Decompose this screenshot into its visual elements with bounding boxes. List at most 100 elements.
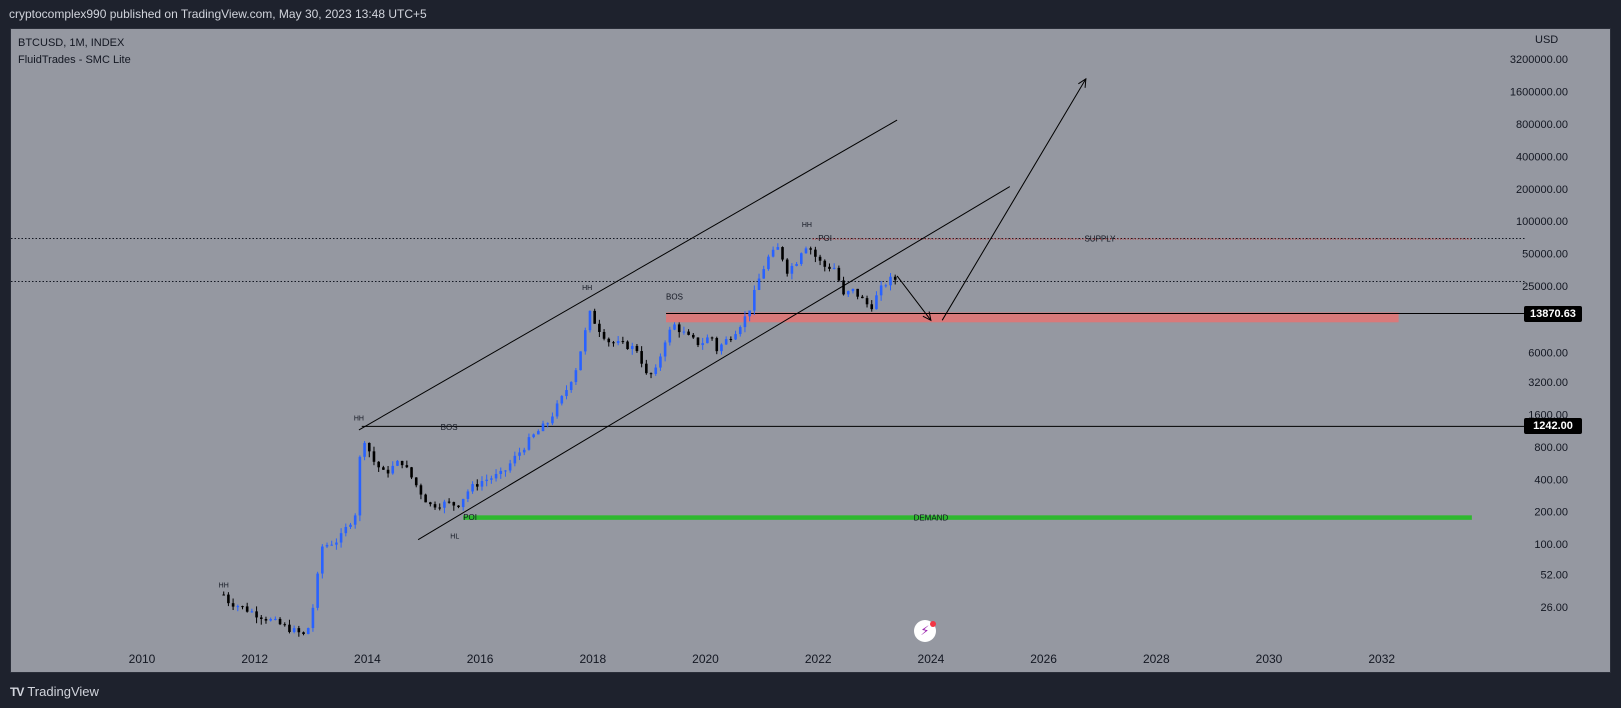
candle-body — [748, 310, 751, 317]
y-tick-label: 200.00 — [1534, 507, 1568, 519]
candle-body — [269, 619, 272, 621]
candle-body — [889, 276, 892, 286]
publish-header: cryptocomplex990 published on TradingVie… — [0, 0, 1621, 28]
candle-body — [410, 467, 413, 478]
candle-body — [598, 323, 601, 332]
candle-body — [555, 403, 559, 417]
candle-body — [518, 452, 521, 456]
x-tick-label: 2012 — [241, 652, 268, 666]
candle-body — [222, 594, 226, 596]
candle-body — [635, 345, 639, 352]
candle-body — [663, 342, 667, 357]
candle-body — [255, 611, 258, 618]
y-tick-label: 200000.00 — [1516, 184, 1568, 196]
candle-body — [565, 390, 568, 397]
annotation-poi: POI — [463, 513, 477, 522]
candle-body — [457, 505, 460, 508]
tradingview-logo[interactable]: TV TradingView — [10, 684, 99, 699]
channel-line-0[interactable] — [358, 119, 898, 431]
candle-body — [753, 289, 756, 311]
candle-body — [302, 632, 305, 635]
y-tick-label: 100.00 — [1534, 539, 1568, 551]
candle-body — [513, 455, 517, 464]
candle-body — [241, 606, 244, 608]
candle-body — [325, 544, 329, 547]
y-tick-label: 100000.00 — [1516, 216, 1568, 228]
candle-body — [588, 310, 592, 331]
candle-body — [701, 343, 704, 346]
levels-layer — [11, 238, 1527, 427]
candle-body — [673, 324, 676, 330]
annotation-supply: SUPPLY — [1084, 235, 1116, 244]
candle-body — [419, 485, 423, 495]
candle-body — [781, 247, 784, 260]
candle-body — [842, 280, 845, 295]
publish-line: cryptocomplex990 published on TradingVie… — [9, 7, 427, 21]
candle-body — [579, 351, 582, 371]
candle-body — [616, 341, 620, 344]
candle-body — [245, 606, 249, 612]
tradingview-logo-icon: TV — [10, 684, 24, 699]
drawings-layer[interactable] — [358, 77, 1087, 541]
candle-body — [865, 298, 869, 305]
candle-body — [626, 341, 629, 350]
candle-body — [734, 334, 737, 340]
projection-arrow-1[interactable] — [941, 78, 1087, 321]
candle-body — [236, 606, 240, 608]
candle-body — [485, 479, 488, 482]
candle-body — [264, 618, 268, 621]
indicator-title[interactable]: FluidTrades - SMC Lite — [18, 54, 131, 66]
candle-body — [856, 288, 859, 297]
channel-line-1[interactable] — [417, 186, 1011, 541]
y-tick-label: 3200.00 — [1528, 377, 1568, 389]
candle-body — [438, 507, 442, 509]
candle-body — [814, 249, 817, 257]
y-tick-label: 26.00 — [1540, 602, 1568, 614]
candle-body — [767, 256, 770, 270]
candle-body — [884, 285, 888, 287]
candle-body — [461, 498, 465, 508]
candle-body — [527, 437, 531, 450]
candle-body — [828, 266, 831, 269]
candle-body — [823, 260, 827, 267]
x-tick-label: 2026 — [1030, 652, 1057, 666]
candle-body — [612, 342, 615, 344]
x-tick-label: 2016 — [467, 652, 494, 666]
y-tick-label: 400000.00 — [1516, 151, 1568, 163]
y-tick-label: 50000.00 — [1522, 249, 1568, 261]
symbol-title[interactable]: BTCUSD, 1M, INDEX — [18, 37, 125, 49]
candle-body — [414, 477, 418, 486]
candle-body — [621, 341, 625, 343]
candle-body — [738, 327, 742, 335]
annotation-hl: HL — [450, 534, 459, 541]
candle-body — [607, 338, 611, 343]
candle-body — [893, 276, 897, 280]
candle-body — [283, 624, 287, 626]
notification-dot — [930, 621, 936, 627]
time-axis[interactable]: 2010 2012 2014 2016 2018 2020 2022 2024 2026 2028… — [129, 652, 1396, 666]
y-tick-label: 800000.00 — [1516, 119, 1568, 131]
chart-pane[interactable] — [10, 28, 1611, 673]
candle-body — [471, 484, 474, 492]
x-tick-label: 2020 — [692, 652, 719, 666]
y-tick-label: 1600000.00 — [1510, 87, 1568, 99]
candle-body — [720, 344, 723, 352]
projection-arrow-0[interactable] — [896, 275, 932, 321]
candle-body — [875, 295, 878, 310]
annotation-hh: HH — [354, 416, 364, 423]
price-axis[interactable]: 3200000.00 1600000.00 800000.00 400000.00 20… — [1510, 54, 1568, 614]
candle-body — [396, 460, 399, 466]
currency-label: USD — [1535, 34, 1559, 46]
y-tick-label: 25000.00 — [1522, 281, 1568, 293]
candle-body — [429, 502, 432, 505]
candle-body — [583, 330, 587, 352]
y-tick-label: 52.00 — [1540, 570, 1568, 582]
candle-body — [659, 356, 662, 368]
candle-body — [804, 248, 808, 254]
symbol-legend[interactable]: BTCUSD, 1M, INDEX FluidTrades - SMC Lite — [18, 35, 131, 69]
candle-body — [809, 248, 812, 250]
annotation-hh: HH — [802, 222, 812, 229]
candle-body — [433, 504, 437, 508]
x-tick-label: 2014 — [354, 652, 381, 666]
